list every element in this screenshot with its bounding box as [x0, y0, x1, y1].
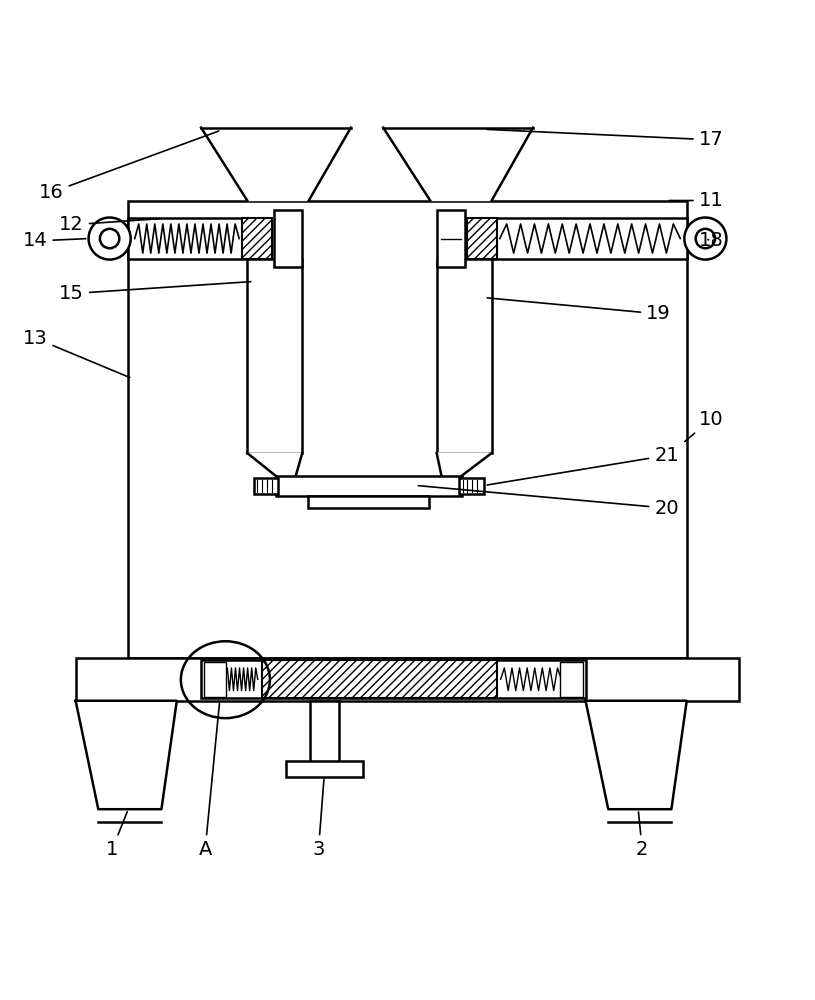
- Polygon shape: [76, 701, 177, 809]
- Bar: [437, 259, 491, 453]
- Bar: [201, 660, 586, 698]
- Text: 11: 11: [669, 191, 724, 210]
- Text: 10: 10: [685, 410, 724, 442]
- Bar: [128, 201, 687, 658]
- Text: 19: 19: [487, 298, 671, 323]
- Bar: [286, 761, 363, 777]
- Bar: [128, 218, 247, 259]
- Bar: [241, 218, 271, 259]
- Bar: [275, 476, 462, 496]
- Text: 20: 20: [418, 486, 679, 518]
- Text: 2: 2: [636, 812, 649, 859]
- Circle shape: [685, 218, 726, 260]
- Bar: [274, 210, 302, 267]
- Bar: [460, 478, 483, 494]
- Text: 16: 16: [39, 131, 218, 202]
- Text: 3: 3: [312, 780, 324, 859]
- Text: 15: 15: [59, 282, 251, 303]
- Text: A: A: [198, 704, 219, 859]
- Polygon shape: [383, 128, 533, 201]
- Text: 1: 1: [106, 812, 127, 859]
- Bar: [76, 658, 739, 701]
- Text: 17: 17: [487, 129, 724, 149]
- Bar: [262, 660, 496, 698]
- Text: 12: 12: [59, 215, 162, 234]
- Polygon shape: [437, 453, 491, 476]
- Bar: [247, 259, 302, 453]
- Polygon shape: [201, 128, 350, 201]
- Text: 21: 21: [487, 446, 679, 485]
- Bar: [491, 218, 687, 259]
- Text: 13: 13: [23, 329, 130, 378]
- Bar: [204, 662, 227, 697]
- Bar: [467, 218, 497, 259]
- Bar: [437, 210, 465, 267]
- Bar: [308, 496, 430, 508]
- Bar: [561, 662, 584, 697]
- Bar: [253, 478, 278, 494]
- Text: 18: 18: [698, 231, 724, 250]
- Circle shape: [89, 218, 130, 260]
- Polygon shape: [247, 453, 302, 476]
- Polygon shape: [586, 701, 687, 809]
- Bar: [311, 701, 339, 763]
- Text: 14: 14: [23, 231, 86, 250]
